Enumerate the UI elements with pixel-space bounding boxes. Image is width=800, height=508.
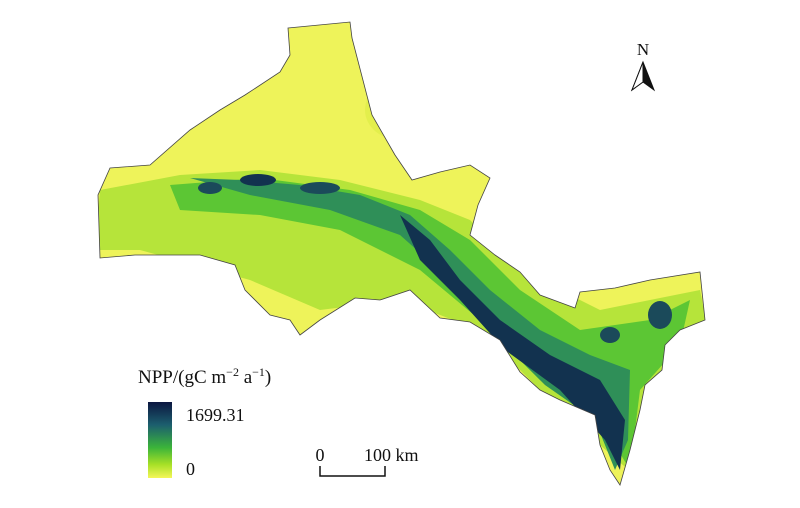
legend-title: NPP/(gC m−2 a−1) [138, 365, 271, 388]
north-label: N [637, 40, 649, 59]
legend-max: 1699.31 [186, 405, 245, 425]
color-bar [148, 402, 172, 478]
scale-end: 100 km [364, 445, 419, 465]
scale-start: 0 [316, 445, 325, 465]
legend-title-part: NPP/(gC m [138, 367, 226, 388]
scale-bar [319, 466, 386, 477]
legend-title-sup: −1 [252, 365, 265, 379]
north-arrow-half [630, 61, 644, 92]
legend-min: 0 [186, 459, 195, 479]
legend-title-part: a [239, 367, 253, 388]
legend-title-part: ) [265, 367, 271, 388]
region-outline [97, 21, 706, 486]
legend-title-sup: −2 [226, 365, 239, 379]
